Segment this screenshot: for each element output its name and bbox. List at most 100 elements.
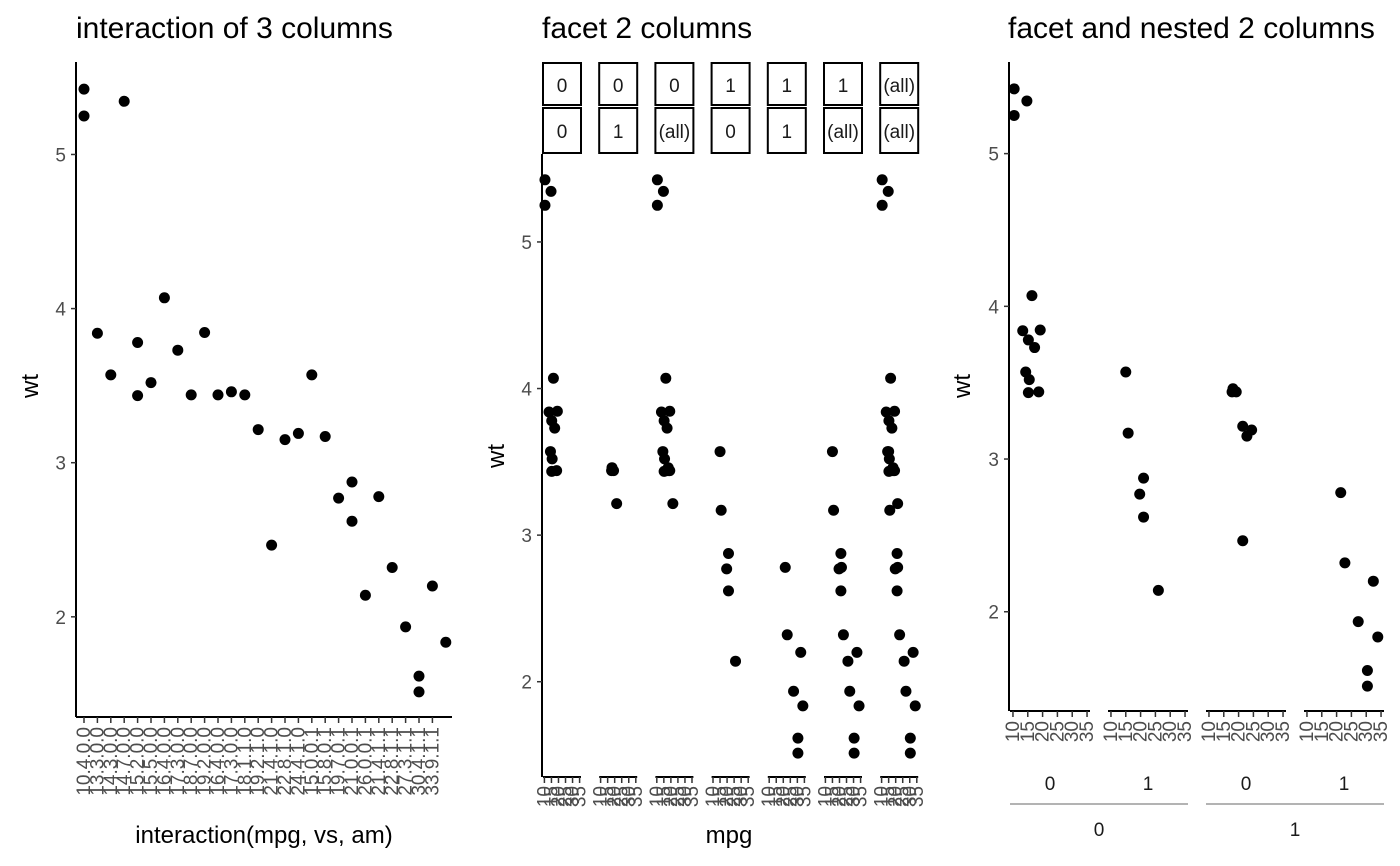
data-point bbox=[848, 732, 860, 744]
plot-interaction-of-3-columns: interaction of 3 columns interaction(mpg… bbox=[17, 12, 452, 849]
x-axis-title: mpg bbox=[706, 822, 753, 849]
data-point bbox=[543, 406, 555, 418]
data-point bbox=[722, 585, 734, 597]
data-point bbox=[909, 700, 921, 712]
data-point bbox=[842, 655, 854, 667]
x-tick-label: 20 bbox=[717, 786, 738, 807]
data-point bbox=[1008, 109, 1020, 121]
data-point bbox=[1138, 472, 1150, 484]
data-point bbox=[907, 646, 919, 658]
x-tick-label: 10 bbox=[1003, 721, 1024, 742]
data-point bbox=[1021, 95, 1033, 107]
y-axis: 2 3 4 5 bbox=[55, 62, 77, 717]
data-point bbox=[1246, 424, 1258, 436]
y-tick-label: 4 bbox=[521, 380, 532, 401]
x-tick-label: 25 bbox=[1145, 721, 1166, 742]
x-tick-label: 30 bbox=[675, 786, 696, 807]
x-tick-label: 10 bbox=[1199, 721, 1220, 742]
x-tick-label: 15.8.0.1 bbox=[315, 727, 336, 796]
data-point bbox=[894, 629, 906, 641]
data-point bbox=[608, 465, 620, 477]
chart-title: interaction of 3 columns bbox=[76, 12, 393, 45]
data-point bbox=[659, 453, 671, 465]
y-axis-title: wt bbox=[483, 444, 510, 469]
strip-top-label: 1 bbox=[838, 76, 849, 97]
y-axis: 2 3 4 5 bbox=[521, 154, 543, 777]
x-tick-label: 25 bbox=[837, 786, 858, 807]
data-point bbox=[826, 446, 838, 458]
chart-title: facet 2 columns bbox=[542, 12, 752, 45]
data-point bbox=[1029, 342, 1041, 354]
data-point bbox=[851, 646, 863, 658]
x-tick-label: 10 bbox=[591, 786, 612, 807]
strip-top-label: 0 bbox=[669, 76, 680, 97]
facet-panels: 1015202530350101520253035110152025303501… bbox=[1003, 83, 1392, 841]
x-tick-label: 15 bbox=[879, 786, 900, 807]
data-point bbox=[319, 431, 331, 443]
strip-bottom-label: (all) bbox=[827, 122, 859, 143]
x-tick-label: 35 bbox=[1175, 721, 1196, 742]
strip-top-label: 1 bbox=[782, 76, 793, 97]
data-point bbox=[1367, 575, 1379, 587]
data-point bbox=[212, 389, 224, 401]
strip-bottom-box bbox=[654, 107, 695, 154]
data-point bbox=[199, 326, 211, 338]
data-point bbox=[886, 422, 898, 434]
data-point bbox=[1023, 374, 1035, 386]
strip-top-box bbox=[542, 62, 582, 106]
data-point bbox=[252, 424, 264, 436]
x-tick-label: 25 bbox=[556, 786, 577, 807]
strip-bottom-box bbox=[542, 107, 582, 154]
x-tick-label: 27.3.1.1 bbox=[396, 727, 417, 796]
data-point bbox=[904, 732, 916, 744]
y-tick-label: 5 bbox=[988, 145, 999, 166]
data-point bbox=[880, 406, 892, 418]
x-tick-label: 10 bbox=[703, 786, 724, 807]
data-point bbox=[1237, 420, 1249, 432]
data-point bbox=[78, 83, 90, 95]
data-point bbox=[145, 377, 157, 389]
data-point bbox=[1122, 427, 1134, 439]
y-tick-label: 2 bbox=[988, 603, 999, 624]
x-tick-label: 15 bbox=[766, 786, 787, 807]
data-point bbox=[1138, 511, 1150, 523]
x-tick-label: 35 bbox=[1273, 721, 1294, 742]
data-point bbox=[835, 561, 847, 573]
inner-facet-label: 0 bbox=[1241, 774, 1252, 795]
data-point bbox=[792, 732, 804, 744]
data-point bbox=[549, 422, 561, 434]
strip-bottom-label: 0 bbox=[725, 122, 736, 143]
data-point bbox=[1361, 665, 1373, 677]
data-point bbox=[795, 646, 807, 658]
data-point bbox=[172, 344, 184, 356]
x-tick-label: 20 bbox=[1033, 721, 1054, 742]
x-tick-label: 20 bbox=[1327, 721, 1348, 742]
x-tick-label: 19.2.1.0 bbox=[248, 727, 269, 796]
data-point bbox=[661, 422, 673, 434]
x-tick-label: 22.8.1.1 bbox=[382, 727, 403, 796]
x-tick-label: 15 bbox=[1214, 721, 1235, 742]
y-tick-label: 5 bbox=[521, 233, 532, 254]
data-point bbox=[546, 453, 558, 465]
outer-facet-group: 1 bbox=[1206, 803, 1384, 841]
data-point bbox=[1017, 325, 1029, 337]
x-tick-label: 15 bbox=[654, 786, 675, 807]
x-tick-label: 30 bbox=[844, 786, 865, 807]
data-point bbox=[185, 389, 197, 401]
data-point bbox=[346, 515, 358, 527]
data-point bbox=[882, 185, 894, 197]
data-point bbox=[730, 655, 742, 667]
x-tick-label: 20 bbox=[886, 786, 907, 807]
x-tick-label: 30 bbox=[787, 786, 808, 807]
data-point bbox=[132, 336, 144, 348]
data-point bbox=[1335, 487, 1347, 499]
data-point bbox=[828, 504, 840, 516]
x-tick-label: 10.4.0.0 bbox=[74, 727, 95, 796]
data-point bbox=[359, 589, 371, 601]
data-point bbox=[1152, 584, 1164, 596]
x-tick-label: 10 bbox=[534, 786, 555, 807]
x-tick-label: 10 bbox=[872, 786, 893, 807]
x-tick-label: 25 bbox=[780, 786, 801, 807]
